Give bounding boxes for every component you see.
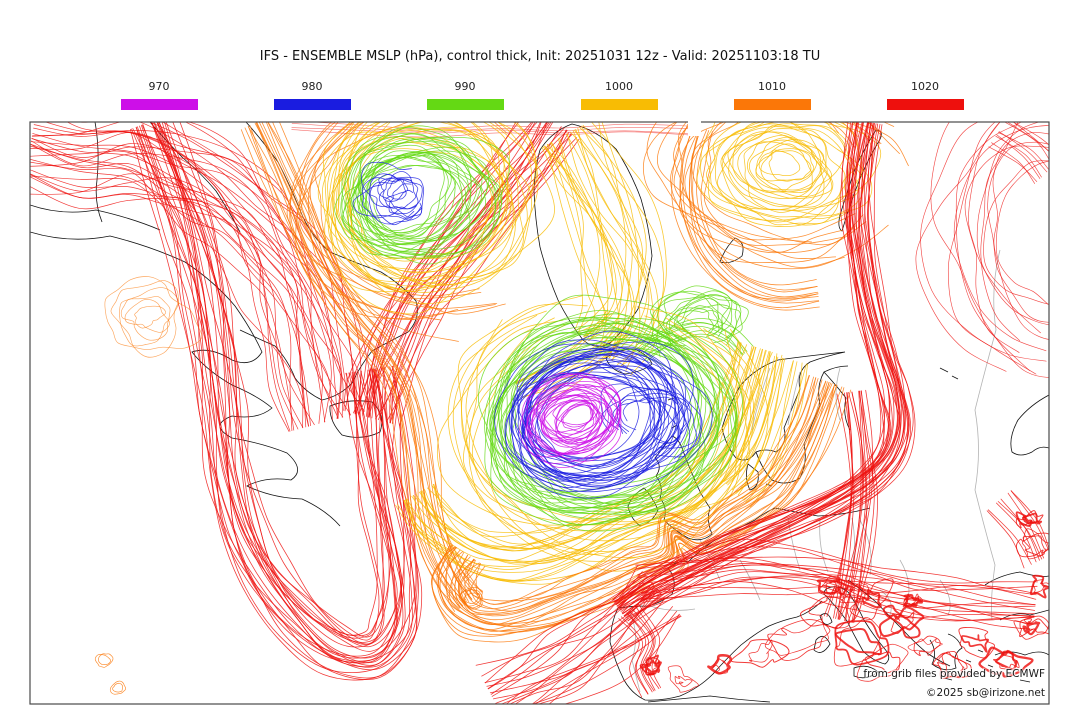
contours-1020: [915, 122, 1049, 378]
chart-title: IFS - ENSEMBLE MSLP (hPa), control thick…: [259, 49, 821, 64]
legend-item-1010: 1010: [733, 80, 811, 110]
legend-value-label: 1000: [605, 80, 633, 93]
legend-color-bar: [580, 99, 658, 110]
spaghetti-contours: [30, 122, 1049, 704]
legend-color-bar: [426, 99, 504, 110]
attribution-source: from grib files provided by ECMWF: [863, 668, 1045, 681]
contours-1020: [30, 122, 376, 432]
contours-1020: [988, 122, 1049, 184]
contours-1010: [458, 586, 483, 610]
legend-color-bar: [886, 99, 964, 110]
legend-item-970: 970: [120, 80, 198, 110]
legend-color-bar: [273, 99, 351, 110]
contours-990: [478, 294, 744, 532]
legend-item-1020: 1020: [886, 80, 964, 110]
contours-1000: [719, 355, 808, 508]
top-border-notch: [688, 112, 701, 136]
map-frame: [29, 121, 1050, 705]
contours-990: [334, 125, 511, 265]
legend-item-1000: 1000: [580, 80, 658, 110]
legend-color-bar: [733, 99, 811, 110]
legend-item-980: 980: [273, 80, 351, 110]
contours-980: [360, 161, 423, 226]
contours-1020: [618, 604, 661, 698]
attribution-copyright: ©2025 sb@irizone.net: [926, 687, 1045, 700]
legend-value-label: 1010: [758, 80, 786, 93]
contours-1020: [639, 510, 1049, 693]
legend-item-990: 990: [426, 80, 504, 110]
contours-1010: [104, 276, 203, 358]
contours-980: [352, 171, 425, 221]
contours-1010: [642, 122, 909, 270]
contours-1010: [109, 680, 126, 695]
contours-1010: [94, 653, 114, 668]
contours-1000: [696, 122, 882, 227]
legend-value-label: 980: [301, 80, 323, 93]
legend-value-label: 970: [148, 80, 170, 93]
legend-value-label: 1020: [911, 80, 939, 93]
contours-970: [519, 372, 622, 468]
contours-1020: [130, 122, 423, 681]
legend-color-bar: [120, 99, 198, 110]
legend-value-label: 990: [454, 80, 476, 93]
attribution: from grib files provided by ECMWF ©2025 …: [863, 665, 1045, 703]
